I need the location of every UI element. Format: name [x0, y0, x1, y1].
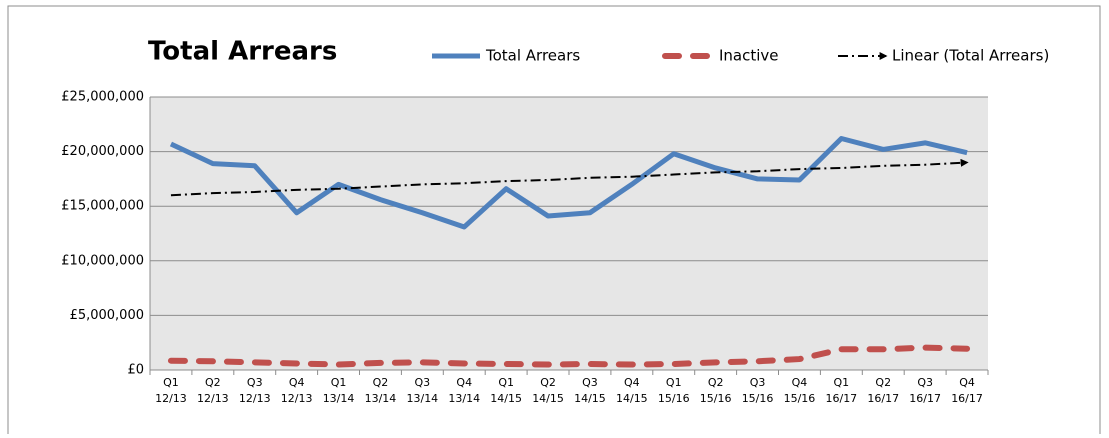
x-tick-label: Q1 — [498, 376, 514, 389]
series-line — [169, 135, 968, 230]
x-tick-label: 14/15 — [574, 392, 606, 405]
x-tick-label: Q1 — [331, 376, 347, 389]
x-tick-label: 16/17 — [951, 392, 983, 405]
legend-label: Total Arrears — [485, 47, 580, 65]
x-tick-label: 14/15 — [490, 392, 522, 405]
x-tick-label: 14/15 — [616, 392, 648, 405]
x-tick-label: Q1 — [666, 376, 682, 389]
chart-title: Total Arrears — [148, 37, 337, 67]
plot-area — [150, 97, 988, 370]
x-tick-label: 12/13 — [281, 392, 313, 405]
x-tick-label: Q4 — [456, 376, 472, 389]
x-tick-label: Q4 — [959, 376, 975, 389]
x-tick-label: Q3 — [247, 376, 263, 389]
x-tick-label: Q2 — [373, 376, 389, 389]
x-tick-label: 15/16 — [700, 392, 732, 405]
series-line — [170, 158, 969, 197]
y-tick-label: £0 — [127, 363, 144, 378]
x-tick-label: Q4 — [289, 376, 305, 389]
x-tick-label: 12/13 — [239, 392, 271, 405]
y-tick-label: £5,000,000 — [70, 308, 144, 323]
x-tick-label: Q3 — [917, 376, 933, 389]
legend-label: Inactive — [719, 47, 779, 65]
x-tick-label: 13/14 — [406, 392, 438, 405]
x-tick-label: 16/17 — [867, 392, 899, 405]
x-tick-label: 15/16 — [658, 392, 690, 405]
y-tick-label: £15,000,000 — [61, 199, 144, 214]
series-line — [167, 344, 971, 368]
legend-label: Linear (Total Arrears) — [892, 47, 1049, 65]
x-tick-label: 15/16 — [742, 392, 774, 405]
y-tick-label: £25,000,000 — [61, 90, 144, 105]
x-tick-label: 12/13 — [155, 392, 187, 405]
x-tick-label: Q3 — [582, 376, 598, 389]
x-tick-label: 13/14 — [365, 392, 397, 405]
x-tick-label: 13/14 — [448, 392, 480, 405]
x-tick-label: Q2 — [205, 376, 221, 389]
x-tick-label: Q4 — [792, 376, 808, 389]
x-tick-label: Q1 — [834, 376, 850, 389]
x-tick-label: Q4 — [624, 376, 640, 389]
x-tick-label: Q2 — [708, 376, 724, 389]
x-tick-label: 15/16 — [784, 392, 816, 405]
x-tick-label: Q2 — [875, 376, 891, 389]
y-tick-label: £20,000,000 — [61, 144, 144, 159]
x-tick-label: 14/15 — [532, 392, 564, 405]
x-tick-label: 13/14 — [323, 392, 355, 405]
x-tick-label: Q3 — [750, 376, 766, 389]
x-tick-label: 12/13 — [197, 392, 229, 405]
x-tick-label: Q3 — [415, 376, 431, 389]
x-tick-label: Q2 — [540, 376, 556, 389]
x-tick-label: 16/17 — [909, 392, 941, 405]
x-tick-label: Q1 — [163, 376, 179, 389]
y-tick-label: £10,000,000 — [61, 253, 144, 268]
x-tick-label: 16/17 — [825, 392, 857, 405]
